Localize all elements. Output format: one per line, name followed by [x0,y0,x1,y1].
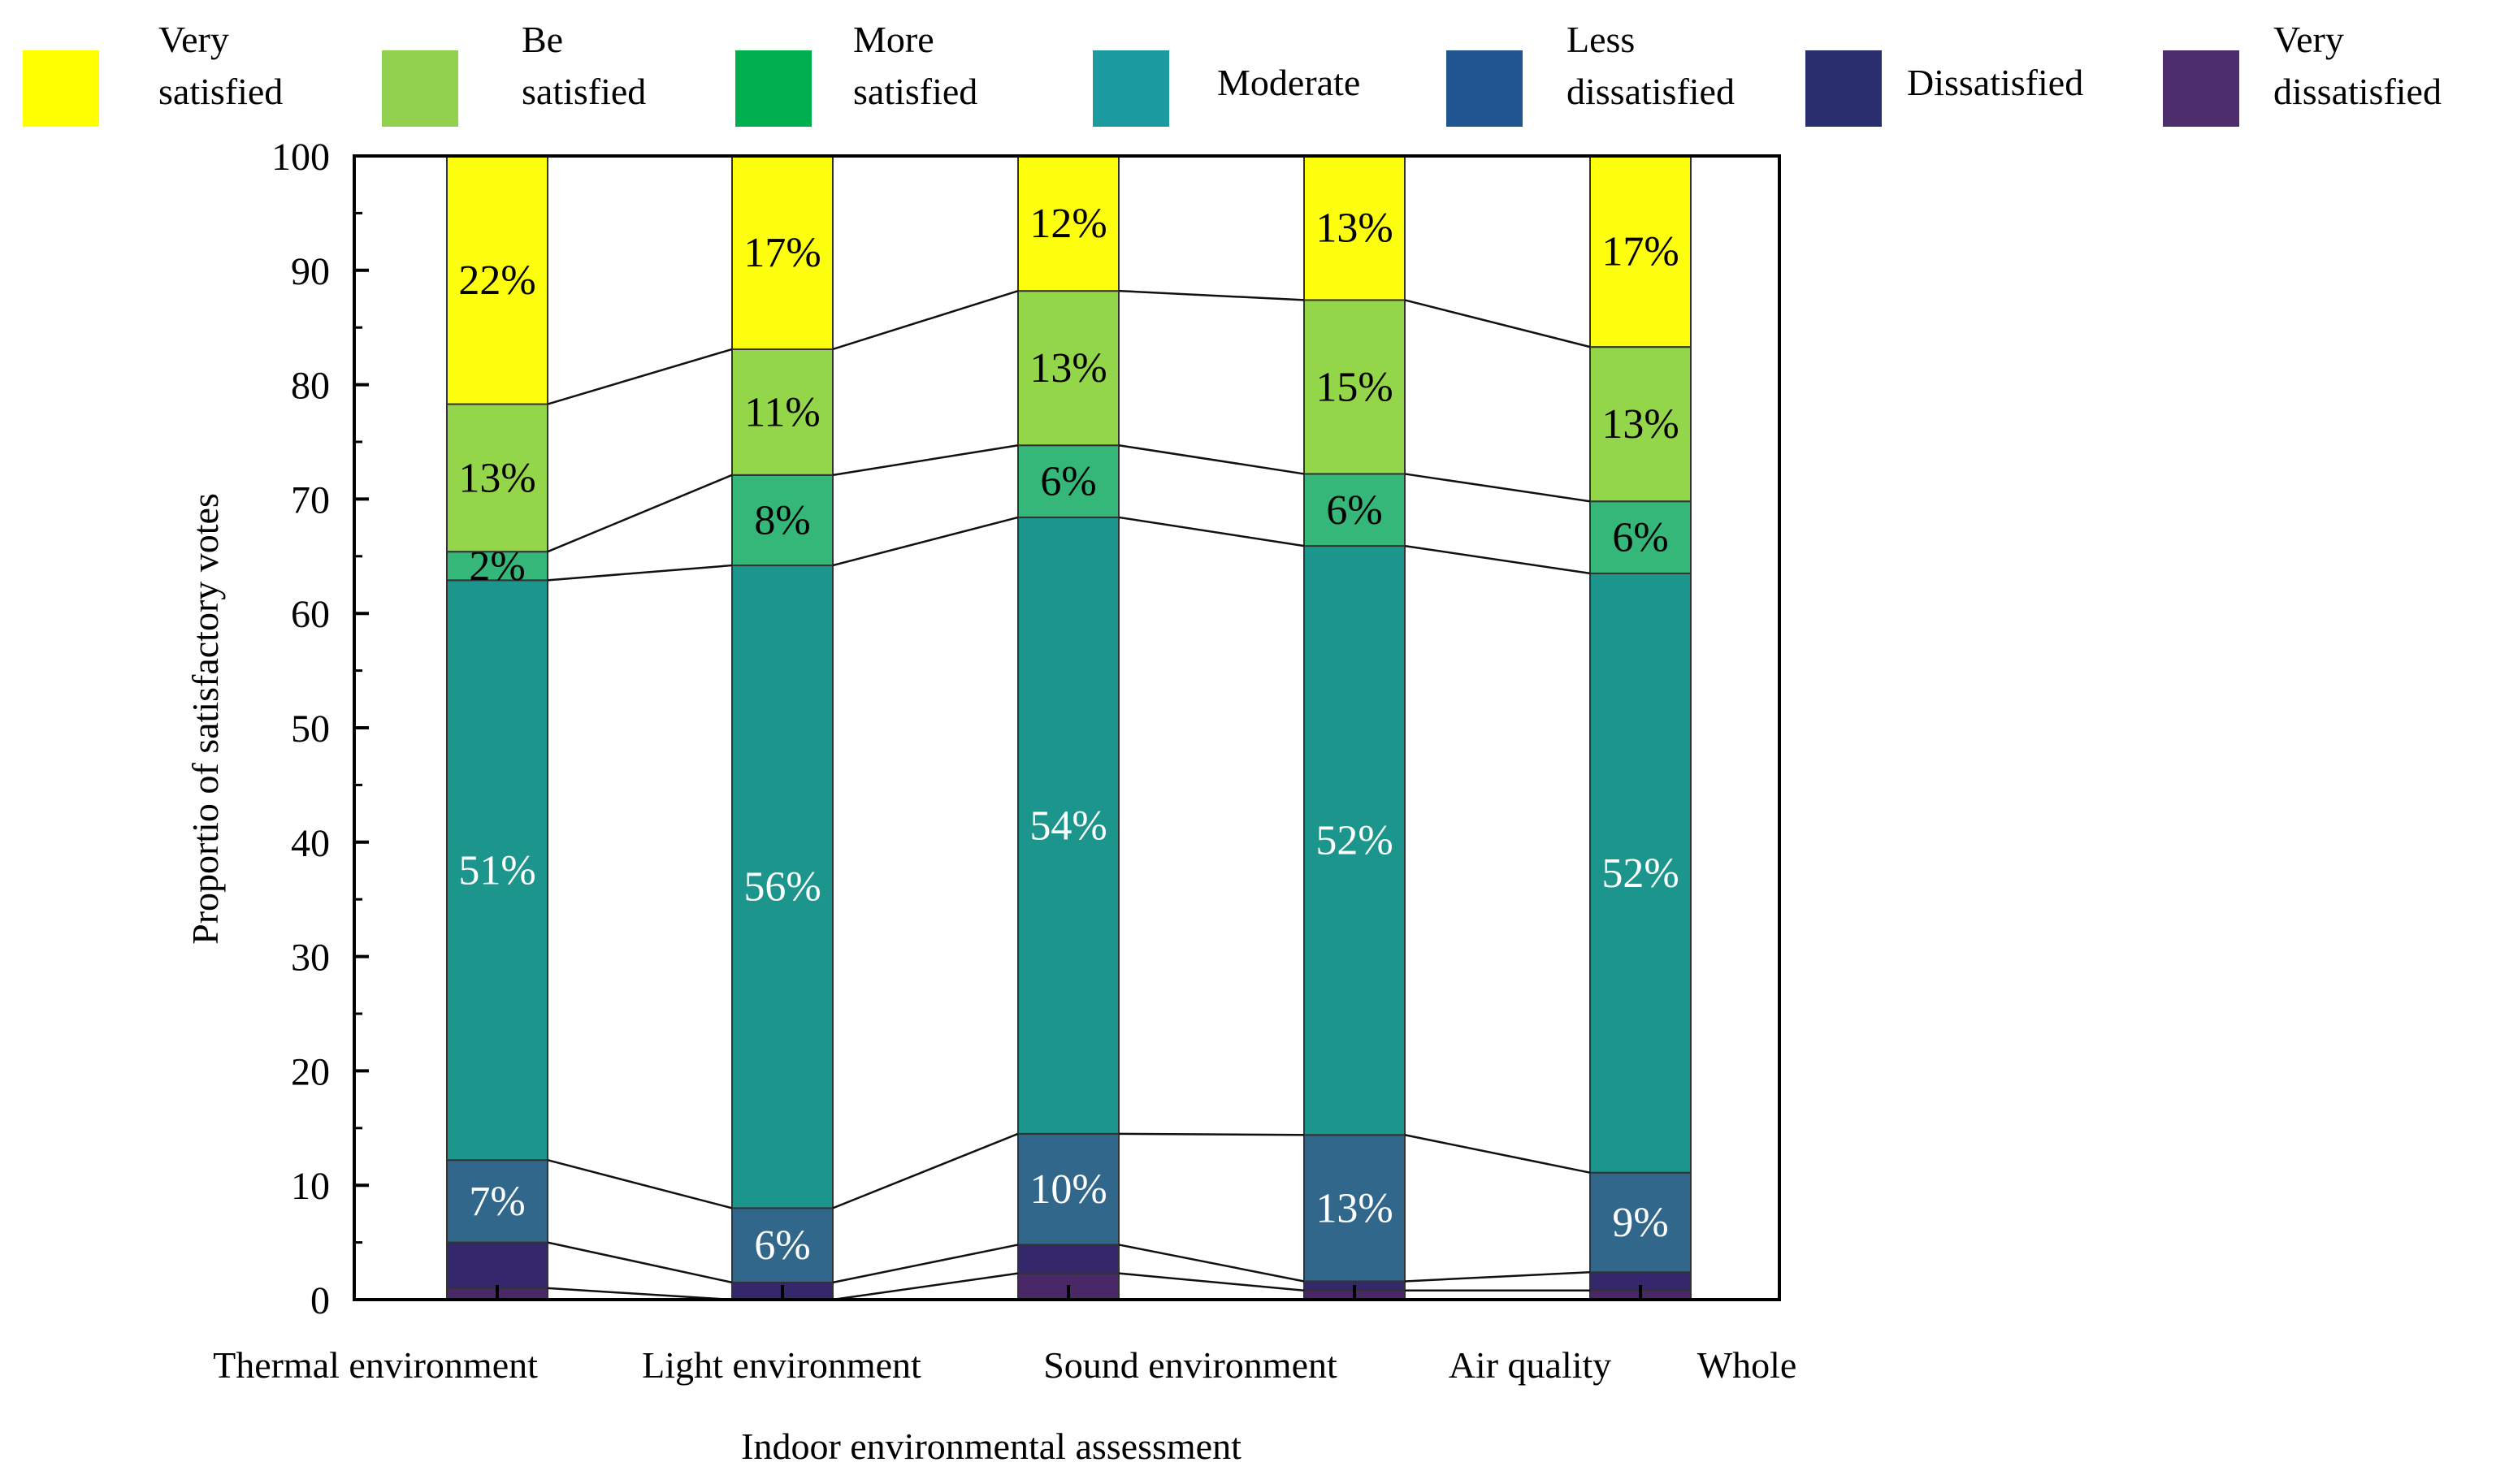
legend-label-be-satisfied-line0: Be [522,19,563,60]
connector-line-moderate-0 [548,565,732,580]
x-tick-label-thermal-environment: Thermal environment [213,1344,538,1386]
y-axis-title: Proportio of satisfactory votes [184,493,226,945]
legend-item-very-dissatisfied: Very dissatisfied [2163,19,2442,127]
legend-swatch-dissatisfied [1805,50,1882,127]
connector-line-more-satisfied-1 [833,445,1018,475]
stacked-bar-chart: Very satisfied Be satisfied More satisfied Mod… [0,0,2496,1484]
y-tick-label: 80 [291,365,330,408]
legend-label-less-dissatisfied-line1: dissatisfied [1566,71,1735,112]
y-tick-label: 30 [291,937,330,980]
y-tick-label: 50 [291,707,330,751]
data-label-be-satisfied-thermal-environment: 13% [458,455,535,501]
data-label-more-satisfied-sound-environment: 6% [1040,459,1096,505]
legend-item-dissatisfied: Dissatisfied [1805,50,2083,127]
legend-swatch-more-satisfied [735,50,812,127]
connector-line-moderate-2 [1119,517,1304,546]
legend-label-less-dissatisfied-line0: Less [1566,19,1635,60]
legend-label-more-satisfied-line1: satisfied [853,71,977,112]
legend-item-moderate: Moderate [1093,50,1360,127]
data-label-be-satisfied-air-quality: 15% [1315,364,1393,410]
data-label-very-satisfied-light-environment: 17% [743,230,821,276]
y-tick-label: 10 [291,1165,330,1208]
data-label-be-satisfied-light-environment: 11% [744,389,820,435]
connector-line-moderate-1 [833,517,1018,565]
connector-line-moderate-3 [1405,546,1590,573]
connector-line-less-dissatisfied-1 [833,1134,1018,1209]
data-label-moderate-air-quality: 52% [1315,818,1393,864]
data-label-more-satisfied-light-environment: 8% [754,497,810,543]
data-label-moderate-thermal-environment: 51% [458,847,535,893]
legend-label-very-dissatisfied-line0: Very [2273,19,2344,60]
connector-line-less-dissatisfied-3 [1405,1135,1590,1172]
data-label-less-dissatisfied-air-quality: 13% [1315,1185,1393,1231]
legend-item-be-satisfied: Be satisfied [382,19,646,127]
y-tick-label: 90 [291,250,330,293]
data-label-less-dissatisfied-thermal-environment: 7% [469,1179,525,1225]
plot-area: 7%6%10% 13% 9%51% 56%54% 52%52%2%8%6%6%6%13%… [354,156,1779,1300]
legend-swatch-very-satisfied [23,50,99,127]
y-tick-label: 70 [291,478,330,521]
data-label-more-satisfied-whole: 6% [1612,515,1668,561]
x-tick-label-whole: Whole [1697,1344,1797,1386]
data-label-very-satisfied-thermal-environment: 22% [458,257,535,304]
connector-line-be-satisfied-3 [1405,300,1590,347]
data-label-be-satisfied-whole: 13% [1601,401,1679,448]
data-label-more-satisfied-air-quality: 6% [1326,487,1382,534]
legend-label-dissatisfied: Dissatisfied [1907,62,2083,103]
y-tick-label: 0 [310,1279,330,1322]
data-label-moderate-sound-environment: 54% [1029,803,1107,849]
data-label-moderate-whole: 52% [1601,850,1679,897]
connector-line-be-satisfied-1 [833,291,1018,349]
legend-item-less-dissatisfied: Less dissatisfied [1446,19,1735,127]
legend-swatch-less-dissatisfied [1446,50,1523,127]
data-label-less-dissatisfied-sound-environment: 10% [1029,1166,1107,1213]
connector-line-very-dissatisfied-0 [548,1288,732,1300]
data-label-less-dissatisfied-light-environment: 6% [754,1222,810,1269]
x-tick-label-light-environment: Light environment [642,1344,921,1386]
connector-line-be-satisfied-0 [548,349,732,405]
legend-label-very-satisfied-line0: Very [158,19,229,60]
data-label-moderate-light-environment: 56% [743,864,821,911]
legend-label-moderate: Moderate [1217,62,1360,103]
connector-line-more-satisfied-3 [1405,474,1590,501]
connector-line-more-satisfied-2 [1119,445,1304,474]
connector-line-be-satisfied-2 [1119,291,1304,300]
legend-label-very-dissatisfied-line1: dissatisfied [2273,71,2442,112]
bar-dissatisfied-thermal-environment [447,1243,548,1288]
legend-swatch-be-satisfied [382,50,458,127]
connector-line-dissatisfied-0 [548,1243,732,1283]
data-label-very-satisfied-air-quality: 13% [1315,206,1393,252]
legend-item-more-satisfied: More satisfied [735,19,977,127]
y-tick-label: 20 [291,1050,330,1093]
x-tick-label-sound-environment: Sound environment [1043,1344,1337,1386]
legend-swatch-very-dissatisfied [2163,50,2239,127]
connector-line-more-satisfied-0 [548,475,732,552]
connector-line-less-dissatisfied-0 [548,1160,732,1208]
legend-label-be-satisfied-line1: satisfied [522,71,646,112]
legend-swatch-moderate [1093,50,1169,127]
connector-line-dissatisfied-3 [1405,1272,1590,1281]
connector-line-less-dissatisfied-2 [1119,1134,1304,1135]
y-tick-label: 60 [291,593,330,636]
data-label-very-satisfied-sound-environment: 12% [1029,201,1107,247]
data-label-very-satisfied-whole: 17% [1601,229,1679,275]
bar-dissatisfied-sound-environment [1018,1244,1119,1273]
data-label-be-satisfied-sound-environment: 13% [1029,345,1107,392]
legend: Very satisfied Be satisfied More satisfied Mod… [23,19,2442,127]
legend-item-very-satisfied: Very satisfied [23,19,283,127]
x-axis-title: Indoor environmental assessment [741,1426,1242,1467]
legend-label-more-satisfied-line0: More [853,19,934,60]
y-tick-label: 40 [291,822,330,865]
y-tick-label: 100 [271,136,330,179]
x-tick-label-air-quality: Air quality [1449,1344,1612,1386]
data-label-less-dissatisfied-whole: 9% [1612,1200,1668,1246]
legend-label-very-satisfied-line1: satisfied [158,71,283,112]
